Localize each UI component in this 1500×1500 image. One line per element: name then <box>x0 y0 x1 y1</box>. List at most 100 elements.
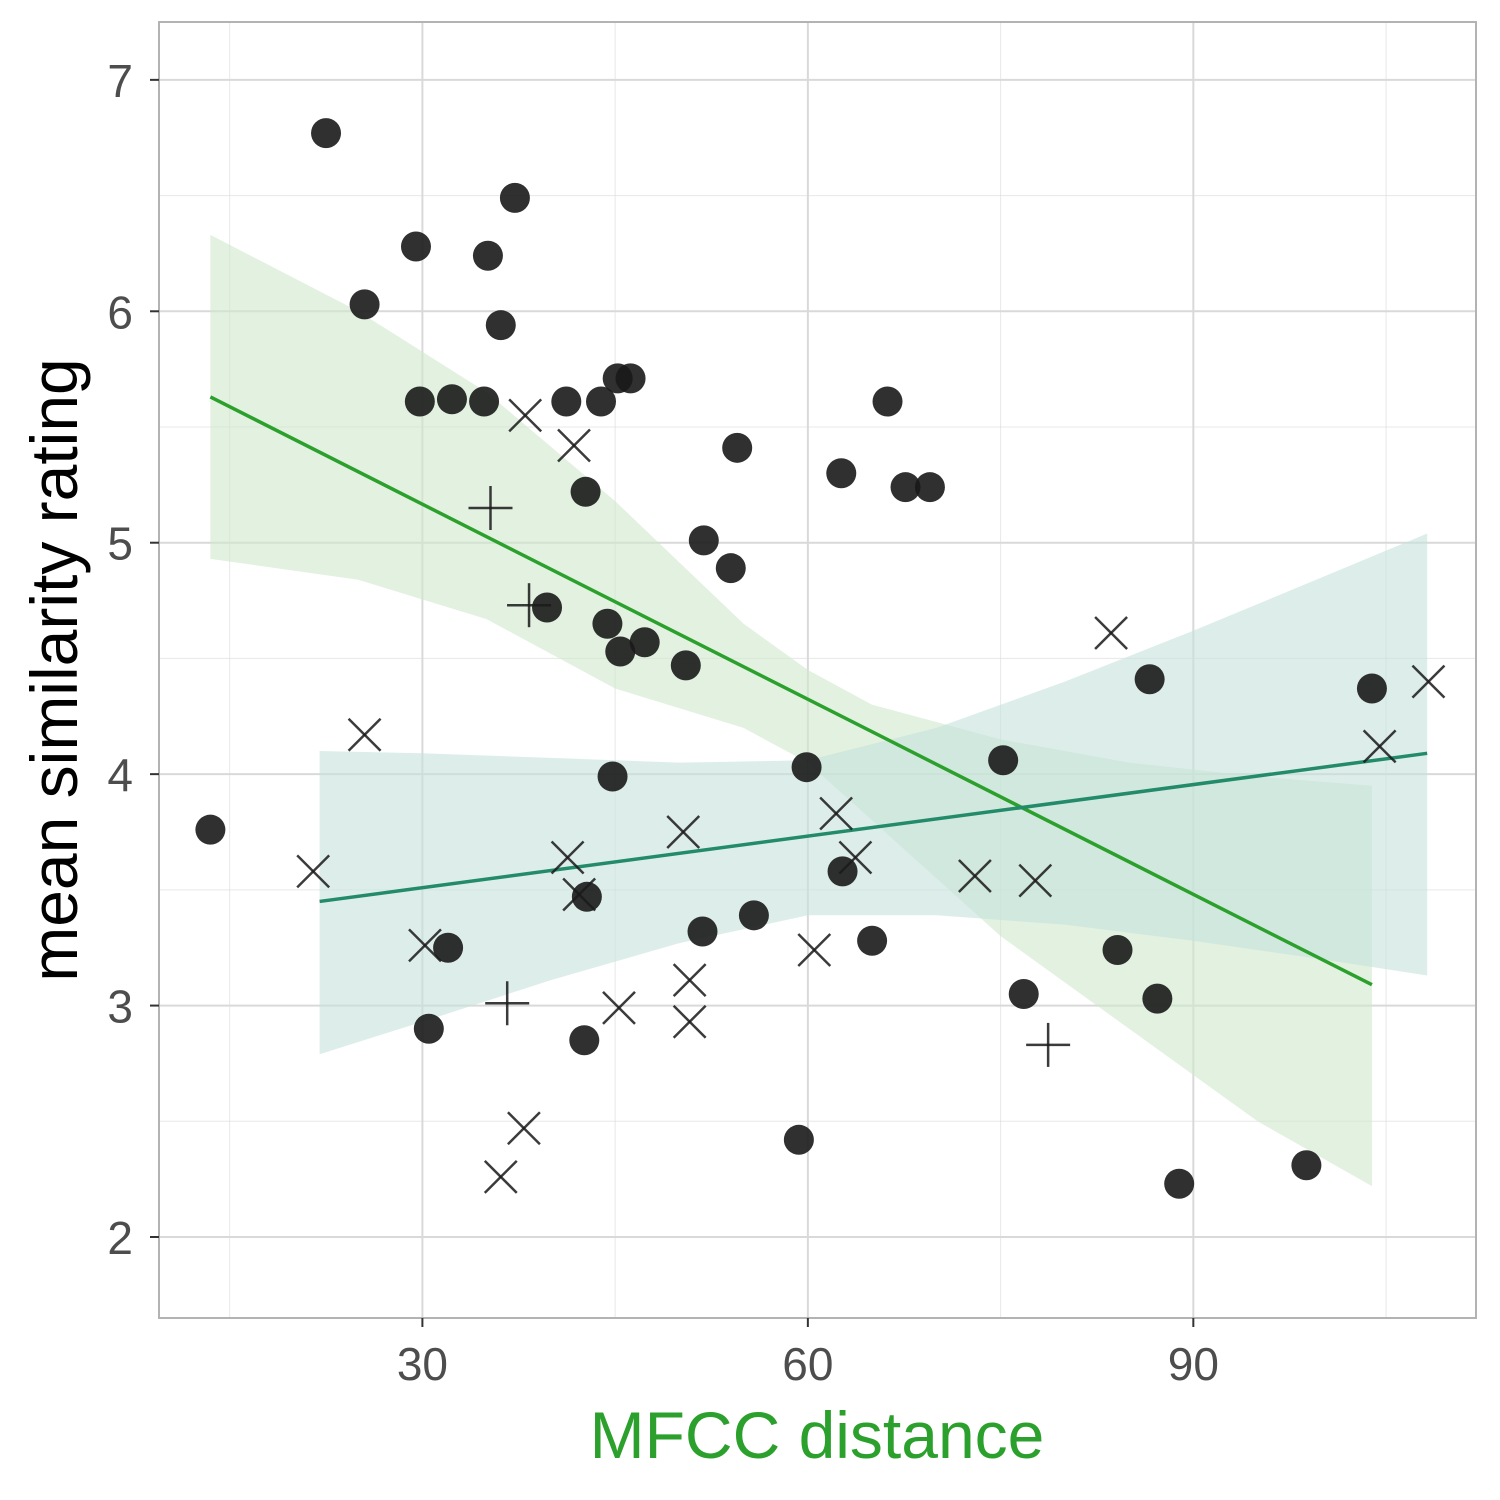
x-point-stroke <box>483 1159 518 1194</box>
circle-point <box>569 1025 600 1056</box>
x-tick-label: 90 <box>1168 1338 1219 1390</box>
circle-point <box>311 118 342 149</box>
x-point-stroke <box>602 991 636 1025</box>
x-point <box>508 398 543 433</box>
circle-point <box>1008 979 1039 1009</box>
circle-point <box>592 608 623 639</box>
y-tick-label: 6 <box>107 286 133 338</box>
panel-border <box>158 21 1477 1319</box>
x-tick-label: 60 <box>782 1338 833 1390</box>
confidence-band <box>319 533 1428 1055</box>
circle-point <box>890 472 921 503</box>
x-point-stroke <box>819 796 854 831</box>
y-tick-label: 7 <box>107 55 133 107</box>
x-point-stroke <box>550 840 585 875</box>
x-point <box>838 840 873 875</box>
circle-point <box>1356 673 1387 704</box>
x-point-stroke <box>666 815 701 849</box>
circle-point <box>670 650 701 681</box>
circle-point <box>195 814 226 845</box>
x-point-stroke <box>562 877 597 912</box>
circle-point <box>472 240 503 271</box>
circle-point <box>1102 935 1133 966</box>
x-point-stroke <box>1411 664 1446 699</box>
circle-point <box>1134 664 1165 695</box>
confidence-bands <box>210 234 1428 1187</box>
circle-point <box>914 472 945 503</box>
x-point <box>1362 729 1397 764</box>
circle-point <box>791 752 822 783</box>
x-point <box>557 428 591 463</box>
y-tick-label: 2 <box>107 1212 133 1264</box>
x-point-stroke <box>672 963 707 997</box>
x-point <box>958 859 992 893</box>
regression-lines <box>209 395 1428 987</box>
circle-point <box>433 932 464 963</box>
x-point <box>1018 863 1053 898</box>
circle-point <box>349 289 380 320</box>
x-point-stroke <box>296 854 331 889</box>
circle-point <box>872 386 903 417</box>
x-tick-label: 30 <box>397 1338 448 1390</box>
y-tick-label: 5 <box>107 518 133 570</box>
plus-point <box>507 583 552 628</box>
circle-point <box>413 1013 444 1044</box>
circle-point <box>988 745 1019 776</box>
circle-point <box>615 363 646 394</box>
x-point <box>562 877 597 912</box>
regression-line <box>209 395 1373 987</box>
plus-point <box>485 981 530 1026</box>
x-point-stroke <box>797 933 832 967</box>
circle-point <box>499 182 530 213</box>
circle-point <box>1142 983 1173 1014</box>
x-point <box>507 1111 541 1146</box>
circle-point <box>722 432 753 463</box>
x-point-stroke <box>958 859 992 893</box>
x-point <box>797 933 832 967</box>
x-point <box>483 1159 518 1194</box>
x-point <box>666 815 701 849</box>
x-point <box>408 928 442 963</box>
circle-point <box>570 476 601 507</box>
x-point-stroke <box>1362 729 1397 764</box>
x-point-stroke <box>347 717 382 752</box>
tick-labels: 30 60 90 2 3 4 5 6 7 <box>107 55 1219 1390</box>
circle-point <box>857 925 888 956</box>
regression-line <box>319 751 1428 904</box>
y-axis-title: mean similarity rating <box>17 358 91 982</box>
circle-point <box>551 386 582 417</box>
circle-point <box>404 386 435 417</box>
y-tick-label: 4 <box>107 749 133 801</box>
x-point-stroke <box>557 428 591 463</box>
circle-point <box>597 761 628 792</box>
x-point-stroke <box>1018 863 1053 898</box>
confidence-band <box>210 234 1372 1187</box>
circle-point <box>571 881 602 912</box>
x-point <box>672 1004 707 1039</box>
x-point-stroke <box>1094 616 1128 650</box>
circle-point <box>436 384 467 415</box>
circle-point <box>826 458 857 489</box>
circle-point <box>715 553 746 584</box>
circle-point <box>469 386 500 417</box>
plus-point <box>1026 1022 1071 1067</box>
plus-point <box>468 486 513 530</box>
circle-point <box>400 231 431 262</box>
circle-point <box>605 636 636 667</box>
x-point <box>347 717 382 752</box>
x-point-stroke <box>672 1004 707 1039</box>
circle-point <box>629 627 660 658</box>
x-point <box>1411 664 1446 699</box>
x-axis-title: MFCC distance <box>590 1398 1045 1472</box>
x-point <box>672 963 707 997</box>
x-point-stroke <box>408 928 442 963</box>
circle-point <box>783 1124 814 1155</box>
circle-point <box>485 310 516 341</box>
x-point <box>1094 616 1128 650</box>
y-tick-label: 3 <box>107 981 133 1033</box>
x-point <box>819 796 854 831</box>
circle-point <box>1164 1168 1195 1199</box>
circle-point <box>687 916 718 947</box>
